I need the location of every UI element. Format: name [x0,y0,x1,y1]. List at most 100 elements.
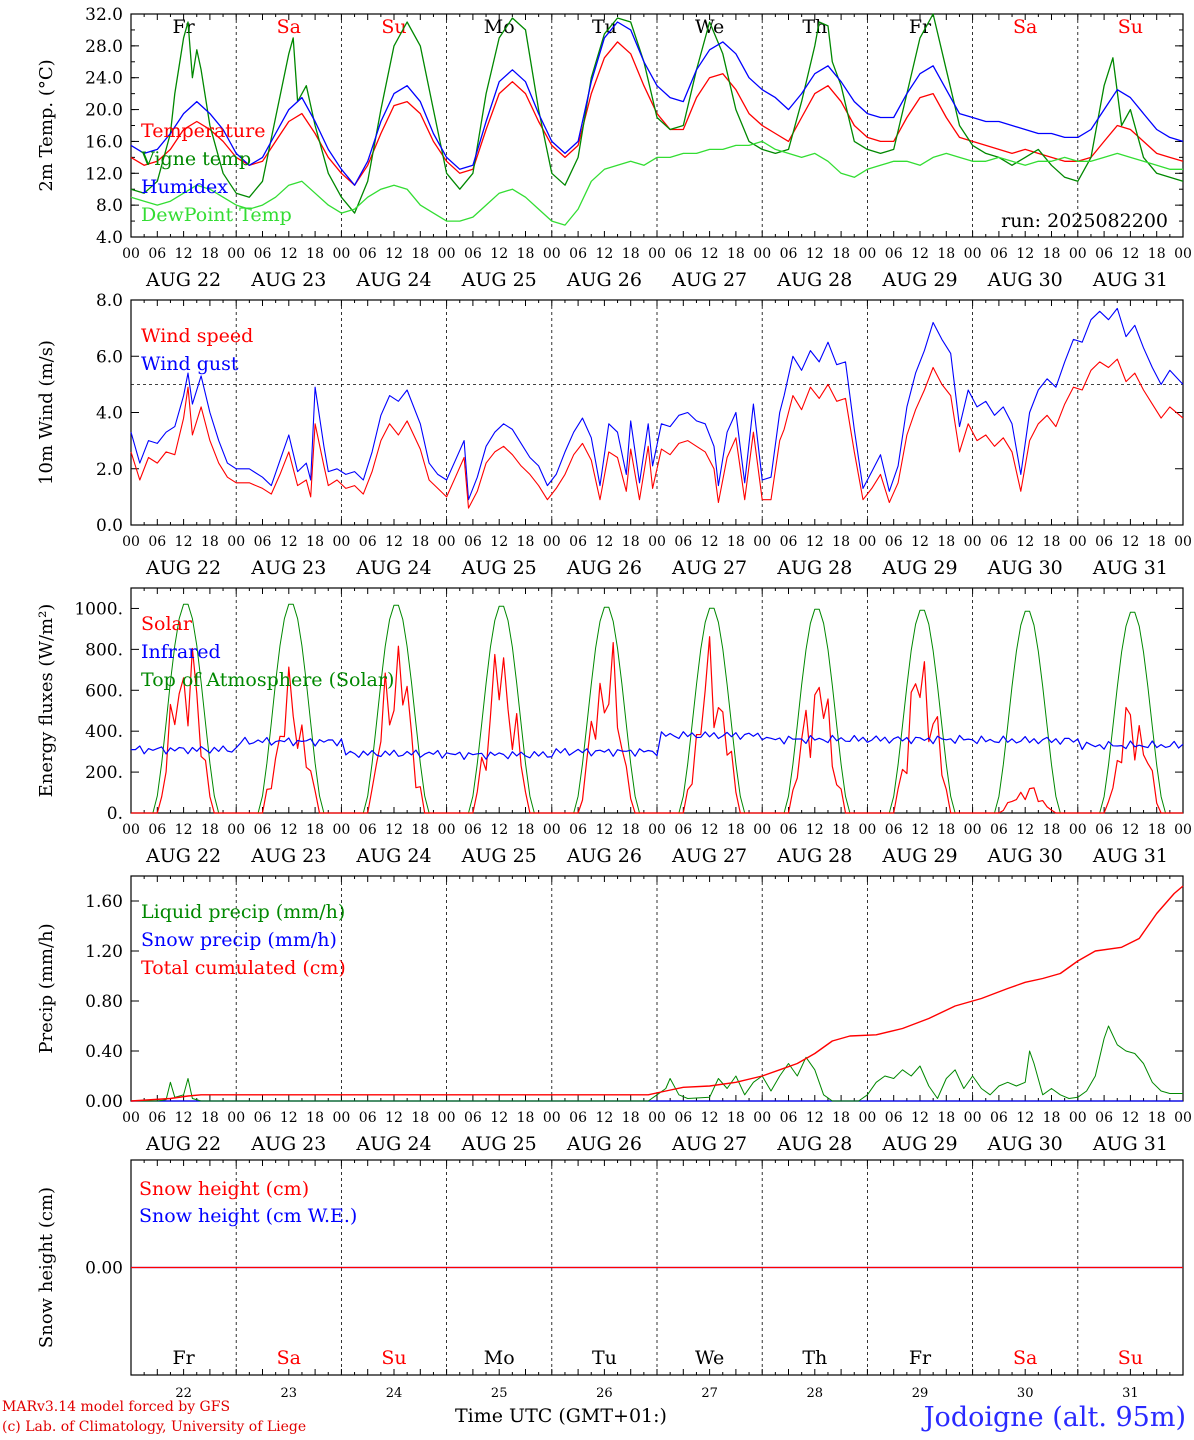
wind-hour-label: 12 [701,534,719,550]
precip-date-label: AUG 22 [145,1133,221,1155]
precip-hour-label: 12 [1121,1110,1139,1126]
temp-hour-label: 12 [911,246,929,262]
wind-hour-label: 12 [1016,534,1034,550]
temp-hour-label: 06 [674,246,692,262]
wind-ytick-label: 6.0 [96,347,123,367]
wind-hour-label: 18 [1148,534,1166,550]
precip-hour-label: 12 [911,1110,929,1126]
energy-legend-2: Top of Atmosphere (Solar) [141,669,394,691]
energy-ylabel: Energy fluxes (W/m²) [36,604,57,798]
wind-hour-label: 06 [780,534,798,550]
energy-date-label: AUG 24 [355,845,431,867]
wind-series-wind-speed [130,358,1184,509]
snow-weekday-label: Su [381,1347,406,1369]
temp-run-annotation: run: 2025082200 [1001,210,1168,232]
precip-date-label: AUG 30 [987,1133,1063,1155]
precip-hour-label: 06 [885,1110,903,1126]
day-number-label: 28 [807,1386,824,1401]
precip-hour-label: 00 [648,1110,666,1126]
temp-series-0 [130,41,1184,186]
energy-hour-label: 18 [832,822,850,838]
temp-hour-label: 12 [490,246,508,262]
precip-legend-0: Liquid precip (mm/h) [141,901,345,923]
precip-date-label: AUG 25 [461,1133,537,1155]
temp-hour-label: 12 [806,246,824,262]
snow-weekday-label: Sa [277,1347,301,1369]
precip-date-label: AUG 31 [1092,1133,1168,1155]
wind-hour-label: 06 [148,534,166,550]
temp-hour-label: 00 [1069,246,1087,262]
snow-weekday-label: Su [1118,1347,1143,1369]
day-number-label: 23 [281,1386,298,1401]
temp-hour-label: 12 [175,246,193,262]
precip-hour-label: 18 [201,1110,219,1126]
wind-hour-label: 06 [990,534,1008,550]
precip-hour-label: 06 [254,1110,272,1126]
snow-weekday-label: Mo [484,1347,515,1369]
temp-hour-label: 00 [543,246,561,262]
temp-hour-label: 18 [727,246,745,262]
energy-hour-label: 12 [385,822,403,838]
energy-hour-label: 12 [595,822,613,838]
temp-hour-label: 12 [595,246,613,262]
energy-hour-label: 18 [1043,822,1061,838]
precip-hour-label: 12 [175,1110,193,1126]
wind-hour-label: 00 [753,534,771,550]
wind-date-label: AUG 24 [355,557,431,579]
temp-ytick-label: 12.0 [85,164,123,184]
wind-hour-label: 18 [517,534,535,550]
temp-hour-label: 00 [753,246,771,262]
precip-hour-label: 00 [438,1110,456,1126]
wind-hour-label: 18 [1043,534,1061,550]
precip-hour-label: 12 [280,1110,298,1126]
precip-hour-label: 18 [517,1110,535,1126]
temp-hour-label: 00 [858,246,876,262]
precip-date-label: AUG 29 [881,1133,957,1155]
wind-hour-label: 12 [806,534,824,550]
energy-hour-label: 00 [1069,822,1087,838]
energy-hour-label: 06 [885,822,903,838]
wind-legend-0: Wind speed [141,325,253,347]
temp-weekday-label: Mo [484,16,515,38]
precip-hour-label: 06 [464,1110,482,1126]
wind-date-label: AUG 26 [566,557,642,579]
wind-hour-label: 00 [964,534,982,550]
temp-weekday-label: Fr [172,16,195,38]
energy-hour-label: 00 [858,822,876,838]
wind-ytick-label: 8.0 [96,291,123,311]
precip-hour-label: 18 [1043,1110,1061,1126]
energy-series-solar [131,636,1183,814]
energy-hour-label: 00 [227,822,245,838]
precip-hour-label: 18 [937,1110,955,1126]
wind-hour-label: 12 [911,534,929,550]
energy-hour-label: 18 [622,822,640,838]
temp-hour-label: 18 [306,246,324,262]
wind-hour-label: 00 [438,534,456,550]
temp-hour-label: 18 [937,246,955,262]
energy-hour-label: 06 [148,822,166,838]
temp-hour-label: 12 [701,246,719,262]
energy-hour-label: 00 [438,822,456,838]
temp-weekday-label: Su [381,16,406,38]
wind-hour-label: 12 [175,534,193,550]
wind-hour-label: 12 [1121,534,1139,550]
snow-weekday-label: Fr [909,1347,932,1369]
energy-ytick-label: 400. [85,722,123,742]
temp-hour-label: 06 [1095,246,1113,262]
wind-hour-label: 00 [1069,534,1087,550]
wind-hour-label: 00 [648,534,666,550]
station-name: Jodoigne (alt. 95m) [923,1402,1186,1433]
wind-hour-label: 18 [937,534,955,550]
energy-hour-label: 12 [1016,822,1034,838]
precip-hour-label: 12 [1016,1110,1034,1126]
energy-ytick-label: 200. [85,763,123,783]
temp-hour-label: 12 [385,246,403,262]
energy-ytick-label: 600. [85,681,123,701]
precip-hour-label: 18 [411,1110,429,1126]
temp-hour-label: 18 [201,246,219,262]
precip-hour-label: 12 [701,1110,719,1126]
wind-date-label: AUG 30 [987,557,1063,579]
temp-hour-label: 06 [990,246,1008,262]
wind-date-label: AUG 31 [1092,557,1168,579]
temp-hour-label: 18 [1148,246,1166,262]
